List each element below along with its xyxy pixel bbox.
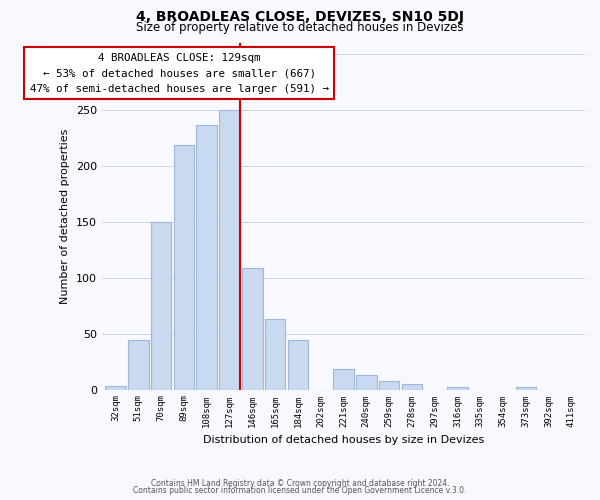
Bar [219,110,240,390]
Bar [515,388,536,390]
Bar [106,386,126,390]
Bar [151,222,172,390]
Text: 4 BROADLEAS CLOSE: 129sqm
← 53% of detached houses are smaller (667)
47% of semi: 4 BROADLEAS CLOSE: 129sqm ← 53% of detac… [30,52,329,94]
Text: Contains HM Land Registry data © Crown copyright and database right 2024.: Contains HM Land Registry data © Crown c… [151,478,449,488]
Bar [174,146,194,390]
Bar [287,340,308,390]
Bar [333,370,354,390]
Y-axis label: Number of detached properties: Number of detached properties [61,128,70,304]
Bar [379,380,399,390]
Bar [196,126,217,390]
Bar [265,319,286,390]
Bar [401,384,422,390]
X-axis label: Distribution of detached houses by size in Devizes: Distribution of detached houses by size … [203,435,484,445]
Text: Contains public sector information licensed under the Open Government Licence v.: Contains public sector information licen… [133,486,467,495]
Bar [356,375,377,390]
Bar [128,340,149,390]
Bar [447,388,467,390]
Text: Size of property relative to detached houses in Devizes: Size of property relative to detached ho… [136,21,464,34]
Text: 4, BROADLEAS CLOSE, DEVIZES, SN10 5DJ: 4, BROADLEAS CLOSE, DEVIZES, SN10 5DJ [136,10,464,24]
Bar [242,268,263,390]
